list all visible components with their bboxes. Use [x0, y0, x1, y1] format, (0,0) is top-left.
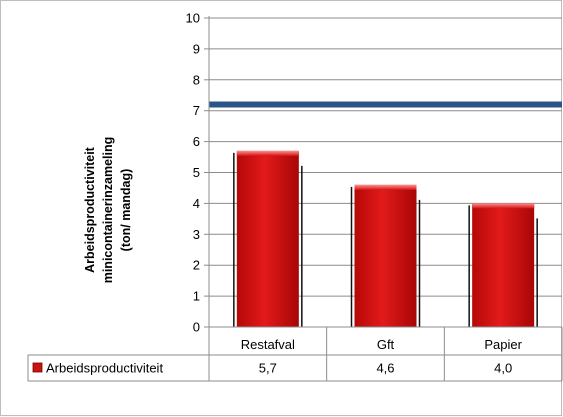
x-tick-label: Restafval: [241, 337, 295, 352]
y-tick-label: 2: [193, 258, 200, 273]
bar-top: [236, 150, 299, 156]
y-tick-label: 1: [193, 289, 200, 304]
y-tick-label: 5: [193, 165, 200, 180]
bar-top: [472, 203, 535, 209]
data-label: 5,7: [259, 361, 277, 376]
bar: [350, 184, 421, 327]
y-axis-ticks: 0 1 2 3 4 5 6 7 8 9 10: [186, 11, 200, 335]
bar: [468, 203, 538, 327]
y-tick-label: 7: [193, 103, 200, 118]
bar-body: [472, 203, 535, 327]
bar-top: [354, 184, 417, 190]
y-tick-label: 9: [193, 41, 200, 56]
y-axis-label: Arbeidsproductiviteit minicontainerinzame…: [83, 137, 133, 284]
y-tick-label: 4: [193, 196, 200, 211]
x-tick-label: Gft: [377, 337, 395, 352]
legend-label: Arbeidsproductiviteit: [46, 361, 163, 376]
bar: [233, 150, 303, 327]
y-axis-label-line: minicontainerinzameling: [101, 137, 115, 284]
y-axis-label-line: Arbeidsproductiviteit: [83, 146, 97, 273]
bar-body: [354, 184, 417, 327]
data-label: 4,6: [376, 361, 394, 376]
bar-body: [236, 150, 299, 327]
y-tick-label: 0: [193, 320, 200, 335]
axes: [208, 16, 562, 328]
y-tick-label: 10: [186, 11, 200, 26]
y-tick-label: 3: [193, 227, 200, 242]
bars: [233, 150, 538, 327]
y-tick-label: 8: [193, 72, 200, 87]
x-tick-label: Papier: [484, 337, 522, 352]
y-tick-label: 6: [193, 134, 200, 149]
legend-key: [32, 362, 43, 373]
y-axis-label-line: (ton/ mandag): [119, 169, 133, 252]
data-table: Restafval Gft Papier Arbeidsproductiviteit 5…: [27, 327, 563, 382]
data-label: 4,0: [494, 361, 512, 376]
